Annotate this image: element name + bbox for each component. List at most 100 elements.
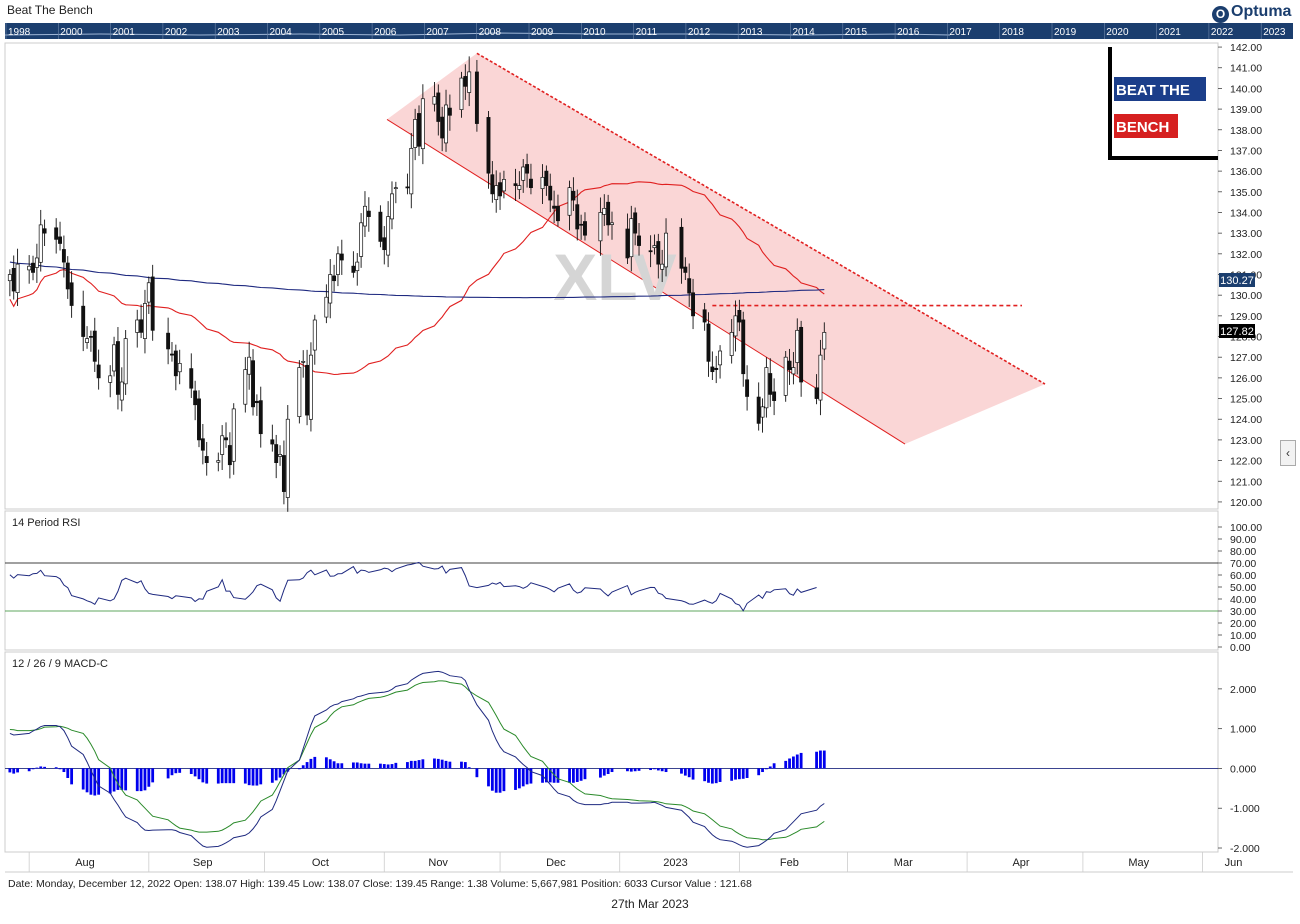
candle-body[interactable]	[629, 218, 634, 258]
macd-histogram-bar[interactable]	[552, 768, 556, 783]
candle-body[interactable]	[687, 278, 692, 294]
macd-histogram-bar[interactable]	[112, 768, 116, 792]
macd-histogram-bar[interactable]	[332, 761, 336, 769]
candle-body[interactable]	[177, 363, 182, 373]
candle-body[interactable]	[664, 232, 668, 268]
navigator-year-label[interactable]: 2016	[897, 27, 920, 38]
candle-body[interactable]	[660, 263, 665, 270]
macd-histogram-bar[interactable]	[193, 768, 197, 777]
macd-histogram-bar[interactable]	[463, 762, 467, 769]
macd-histogram-bar[interactable]	[305, 762, 309, 769]
rsi-line[interactable]	[9, 561, 817, 612]
macd-histogram-bar[interactable]	[529, 768, 533, 784]
macd-histogram-bar[interactable]	[301, 765, 305, 769]
candle-body[interactable]	[610, 222, 614, 225]
navigator-year-label[interactable]: 2019	[1054, 27, 1077, 38]
candle-body[interactable]	[764, 367, 769, 409]
macd-histogram-bar[interactable]	[494, 768, 498, 793]
candle-body[interactable]	[197, 398, 201, 441]
candle-body[interactable]	[81, 305, 86, 337]
macd-histogram-bar[interactable]	[768, 766, 772, 769]
macd-histogram-bar[interactable]	[568, 768, 571, 783]
candle-body[interactable]	[818, 354, 823, 401]
macd-histogram-bar[interactable]	[795, 754, 799, 769]
candle-body[interactable]	[200, 438, 205, 451]
candle-body[interactable]	[42, 228, 47, 234]
macd-histogram-bar[interactable]	[517, 768, 521, 789]
macd-histogram[interactable]	[8, 750, 826, 796]
navigator-year-label[interactable]: 2006	[374, 27, 397, 38]
macd-histogram-bar[interactable]	[394, 762, 398, 769]
macd-histogram-bar[interactable]	[583, 768, 587, 780]
scroll-left-button[interactable]: ‹	[1280, 440, 1296, 466]
macd-histogram-bar[interactable]	[8, 768, 12, 773]
candle-body[interactable]	[31, 262, 35, 273]
candle-body[interactable]	[34, 257, 39, 268]
candle-body[interactable]	[583, 221, 587, 236]
macd-signal-line[interactable]	[9, 680, 825, 841]
navigator-year-label[interactable]: 2003	[217, 27, 240, 38]
macd-histogram-bar[interactable]	[89, 768, 93, 795]
macd-histogram-bar[interactable]	[633, 768, 637, 772]
macd-histogram-bar[interactable]	[359, 763, 363, 769]
candle-body[interactable]	[92, 330, 97, 362]
macd-histogram-bar[interactable]	[498, 768, 502, 793]
candle-body[interactable]	[540, 176, 545, 190]
macd-histogram-bar[interactable]	[653, 768, 656, 770]
navigator-year-label[interactable]: 2023	[1263, 27, 1286, 38]
candle-body[interactable]	[285, 418, 290, 498]
candle-body[interactable]	[393, 187, 398, 190]
macd-histogram-bar[interactable]	[703, 768, 707, 782]
navigator-year-label[interactable]: 2012	[688, 27, 711, 38]
candle-body[interactable]	[737, 310, 742, 323]
macd-histogram-bar[interactable]	[544, 768, 548, 783]
sma-red-line[interactable]	[9, 181, 825, 376]
candle-body[interactable]	[652, 245, 657, 249]
navigator-year-label[interactable]: 2015	[845, 27, 868, 38]
macd-histogram-bar[interactable]	[135, 768, 139, 792]
candle-body[interactable]	[324, 296, 329, 318]
candle-body[interactable]	[27, 265, 32, 271]
candle-body[interactable]	[795, 329, 800, 363]
candle-body[interactable]	[166, 332, 171, 350]
candle-body[interactable]	[791, 367, 796, 375]
candle-body[interactable]	[308, 354, 313, 420]
candle-body[interactable]	[274, 444, 279, 463]
macd-histogram-bar[interactable]	[35, 767, 39, 769]
candle-body[interactable]	[548, 185, 553, 201]
macd-histogram-bar[interactable]	[406, 762, 409, 769]
candle-body[interactable]	[679, 226, 684, 269]
macd-histogram-bar[interactable]	[201, 768, 205, 783]
macd-histogram-bar[interactable]	[31, 768, 35, 770]
macd-histogram-bar[interactable]	[228, 768, 232, 784]
macd-histogram-bar[interactable]	[707, 768, 710, 783]
candle-body[interactable]	[528, 178, 533, 189]
macd-histogram-bar[interactable]	[637, 768, 641, 771]
macd-histogram-bar[interactable]	[220, 768, 224, 784]
candle-body[interactable]	[224, 437, 228, 441]
macd-histogram-bar[interactable]	[274, 768, 278, 781]
candle-body[interactable]	[417, 113, 421, 147]
macd-histogram-bar[interactable]	[687, 768, 691, 778]
candle-body[interactable]	[146, 282, 151, 303]
candle-body[interactable]	[486, 117, 491, 174]
candle-body[interactable]	[355, 261, 360, 272]
macd-histogram-bar[interactable]	[691, 768, 695, 780]
candle-body[interactable]	[85, 338, 90, 343]
macd-histogram-bar[interactable]	[737, 768, 741, 780]
navigator-year-label[interactable]: 2008	[479, 27, 502, 38]
year-navigator[interactable]: 1998 2000 2001 2002 2003 2004 2005 2006 2007 2008…	[4, 23, 1293, 39]
candle-body[interactable]	[567, 187, 572, 216]
macd-histogram-bar[interactable]	[351, 762, 355, 769]
macd-histogram-bar[interactable]	[93, 768, 97, 796]
candle-body[interactable]	[366, 210, 371, 217]
candle-body[interactable]	[115, 341, 120, 395]
macd-histogram-bar[interactable]	[328, 759, 332, 769]
candle-body[interactable]	[772, 391, 777, 401]
candle-body[interactable]	[598, 212, 603, 242]
macd-histogram-bar[interactable]	[120, 768, 124, 790]
macd-histogram-bar[interactable]	[81, 768, 85, 790]
navigator-year-label[interactable]: 2010	[583, 27, 606, 38]
macd-histogram-bar[interactable]	[58, 768, 62, 770]
macd-histogram-bar[interactable]	[278, 768, 282, 778]
